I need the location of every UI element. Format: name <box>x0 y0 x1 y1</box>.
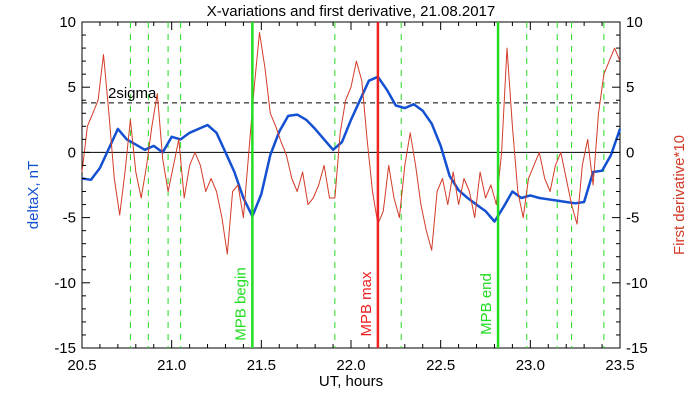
plot-frame <box>81 21 621 349</box>
y-axis-label-right: First derivative*10 <box>671 135 688 255</box>
y-tick-label-right-5: 10 <box>626 14 643 31</box>
chart-title: X-variations and first derivative, 21.08… <box>207 3 496 20</box>
y-tick-label-right-4: 5 <box>626 79 634 96</box>
y-tick-label-right-2: -5 <box>626 210 639 227</box>
reference-lines <box>82 22 620 348</box>
y-tick-label-left-4: 5 <box>68 79 76 96</box>
y-tick-label-right-3: 0 <box>626 144 634 161</box>
series-derivative-line <box>81 31 621 255</box>
y-tick-label-right-1: -10 <box>626 275 648 292</box>
x-tick-label-0: 20.5 <box>67 357 96 374</box>
x-tick-label-6: 23.5 <box>605 357 634 374</box>
y-tick-label-left-2: -5 <box>63 210 76 227</box>
x-axis-label: UT, hours <box>319 373 383 390</box>
tick-group: 20.5 21.0 21.5 22.0 22.5 23.0 23.5-15-10-50510… <box>54 14 647 374</box>
series-group <box>81 31 622 255</box>
x-tick-label-4: 22.5 <box>426 357 455 374</box>
y-axis-label-left: deltaX, nT <box>25 161 42 229</box>
y-tick-label-right-0: -15 <box>626 340 648 357</box>
x-tick-label-3: 22.0 <box>336 357 365 374</box>
marker-label-2: MPB end <box>478 273 495 335</box>
x-tick-label-5: 23.0 <box>516 357 545 374</box>
y-tick-label-left-0: -15 <box>54 340 76 357</box>
series-deltaX-line <box>81 75 622 223</box>
marker-label-1: MPB max <box>358 271 375 337</box>
y-tick-label-left-5: 10 <box>59 14 76 31</box>
y-tick-label-left-1: -10 <box>54 275 76 292</box>
plot-frame-group <box>81 21 621 349</box>
y-tick-label-left-3: 0 <box>68 144 76 161</box>
marker-label-0: MPB begin <box>232 267 249 340</box>
x-tick-label-2: 21.5 <box>247 357 276 374</box>
x-tick-label-1: 21.0 <box>157 357 186 374</box>
marker-group: MPB begin MPB max MPB end <box>232 22 500 348</box>
sigma-label: 2sigma <box>108 85 157 102</box>
